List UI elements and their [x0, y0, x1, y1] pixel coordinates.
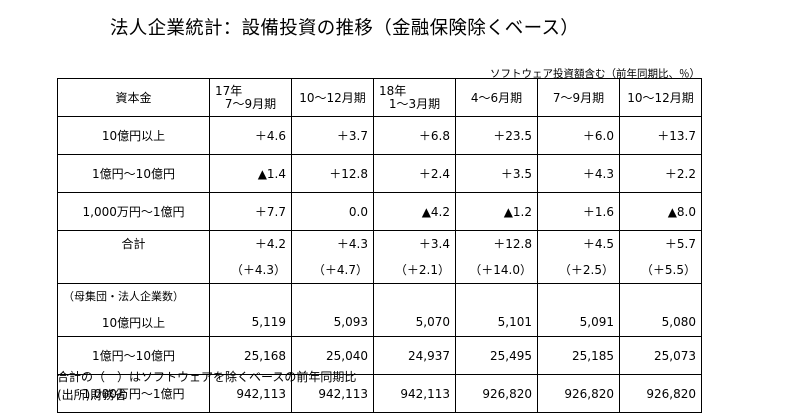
table-cell: 0.0 — [291, 192, 374, 231]
table-cell: ＋6.8 — [373, 116, 456, 155]
header-period: 1～3月期 — [388, 96, 441, 111]
table-cell: ＋6.0 — [537, 116, 620, 155]
header-year: 18年 — [379, 83, 407, 98]
table-cell: ＋4.6 — [209, 116, 292, 155]
row-label: 1,000万円～1億円 — [57, 374, 210, 413]
table-cell: 5,101 — [455, 308, 538, 337]
population-header-row: （母集団・法人企業数） — [57, 283, 702, 308]
header-col-4: 4～6月期 — [455, 78, 538, 117]
empty-cell — [373, 283, 456, 308]
table-row: 1億円～10億円 25,168 25,040 24,937 25,495 25,… — [57, 336, 702, 375]
table-cell: ＋3.7 — [291, 116, 374, 155]
table-cell: ＋5.7 — [619, 230, 702, 255]
table-cell: （＋5.5） — [619, 255, 702, 284]
header-col-3: 18年 1～3月期 — [373, 78, 456, 117]
header-col-2: 10～12月期 — [291, 78, 374, 117]
table-cell: ＋2.4 — [373, 154, 456, 193]
table-cell: 25,495 — [455, 336, 538, 375]
table-row: 1億円～10億円 ▲1.4 ＋12.8 ＋2.4 ＋3.5 ＋4.3 ＋2.2 — [57, 154, 702, 193]
table-cell: ＋2.2 — [619, 154, 702, 193]
table-cell: 5,070 — [373, 308, 456, 337]
table-row: 1,000万円～1億円 ＋7.7 0.0 ▲4.2 ▲1.2 ＋1.6 ▲8.0 — [57, 192, 702, 231]
table-cell: （＋2.1） — [373, 255, 456, 284]
table-cell: ＋7.7 — [209, 192, 292, 231]
table-cell: ＋13.7 — [619, 116, 702, 155]
table-cell: 25,040 — [291, 336, 374, 375]
header-label: 資本金 — [57, 78, 210, 117]
table-cell: ▲1.2 — [455, 192, 538, 231]
empty-cell — [291, 283, 374, 308]
row-label: 10億円以上 — [57, 116, 210, 155]
row-label: 10億円以上 — [57, 308, 210, 337]
table-cell: 942,113 — [373, 374, 456, 413]
source-note: (出所)財務省 — [57, 388, 127, 402]
header-col-1: 17年 7～9月期 — [209, 78, 292, 117]
table-row: 10億円以上 ＋4.6 ＋3.7 ＋6.8 ＋23.5 ＋6.0 ＋13.7 — [57, 116, 702, 155]
header-col-5: 7～9月期 — [537, 78, 620, 117]
table-cell: （＋4.7） — [291, 255, 374, 284]
unit-note: ソフトウェア投資額含む（前年同期比、％） — [490, 68, 700, 80]
table-cell: （＋2.5） — [537, 255, 620, 284]
table-cell: ＋1.6 — [537, 192, 620, 231]
table-cell: ＋12.8 — [291, 154, 374, 193]
empty-cell — [619, 283, 702, 308]
table-cell: （＋14.0） — [455, 255, 538, 284]
table-cell: ▲4.2 — [373, 192, 456, 231]
row-label: 1,000万円～1億円 — [57, 192, 210, 231]
table-cell: ＋4.2 — [209, 230, 292, 255]
table-cell: ＋4.3 — [291, 230, 374, 255]
table-cell: （＋4.3） — [209, 255, 292, 284]
table-cell: 25,073 — [619, 336, 702, 375]
header-period: 7～9月期 — [224, 96, 277, 111]
table-cell: 5,093 — [291, 308, 374, 337]
table-cell: 5,119 — [209, 308, 292, 337]
table-cell: 5,091 — [537, 308, 620, 337]
row-label: 1億円～10億円 — [57, 154, 210, 193]
table-cell: ＋23.5 — [455, 116, 538, 155]
table-cell: 942,113 — [291, 374, 374, 413]
page-title: 法人企業統計：設備投資の推移（金融保険除くベース） — [110, 18, 580, 39]
table-cell: 5,080 — [619, 308, 702, 337]
table-cell: ＋4.5 — [537, 230, 620, 255]
total-excl-software-row: （＋4.3） （＋4.7） （＋2.1） （＋14.0） （＋2.5） （＋5.… — [57, 255, 702, 284]
total-label: 合計 — [57, 230, 210, 255]
table-cell: 926,820 — [619, 374, 702, 413]
table-row: 10億円以上 5,119 5,093 5,070 5,101 5,091 5,0… — [57, 308, 702, 337]
table-cell: 926,820 — [537, 374, 620, 413]
table-cell: ▲8.0 — [619, 192, 702, 231]
capex-table: 資本金 17年 7～9月期 10～12月期 18年 1～3月期 4～6月期 7～… — [57, 78, 702, 413]
table-cell: ＋12.8 — [455, 230, 538, 255]
table-cell: ＋4.3 — [537, 154, 620, 193]
empty-cell — [455, 283, 538, 308]
table-cell: ＋3.4 — [373, 230, 456, 255]
empty-cell — [209, 283, 292, 308]
population-header: （母集団・法人企業数） — [57, 283, 210, 308]
table-cell: 25,168 — [209, 336, 292, 375]
total-row: 合計 ＋4.2 ＋4.3 ＋3.4 ＋12.8 ＋4.5 ＋5.7 — [57, 230, 702, 255]
empty-cell — [57, 255, 210, 284]
header-year: 17年 — [215, 83, 243, 98]
table-cell: ▲1.4 — [209, 154, 292, 193]
table-header-row: 資本金 17年 7～9月期 10～12月期 18年 1～3月期 4～6月期 7～… — [57, 78, 702, 117]
header-col-6: 10～12月期 — [619, 78, 702, 117]
table-cell: 24,937 — [373, 336, 456, 375]
footnote: 合計の（ ）はソフトウェアを除くベースの前年同期比 — [57, 370, 357, 384]
table-cell: 25,185 — [537, 336, 620, 375]
table-cell: ＋3.5 — [455, 154, 538, 193]
table-cell: 926,820 — [455, 374, 538, 413]
empty-cell — [537, 283, 620, 308]
row-label: 1億円～10億円 — [57, 336, 210, 375]
